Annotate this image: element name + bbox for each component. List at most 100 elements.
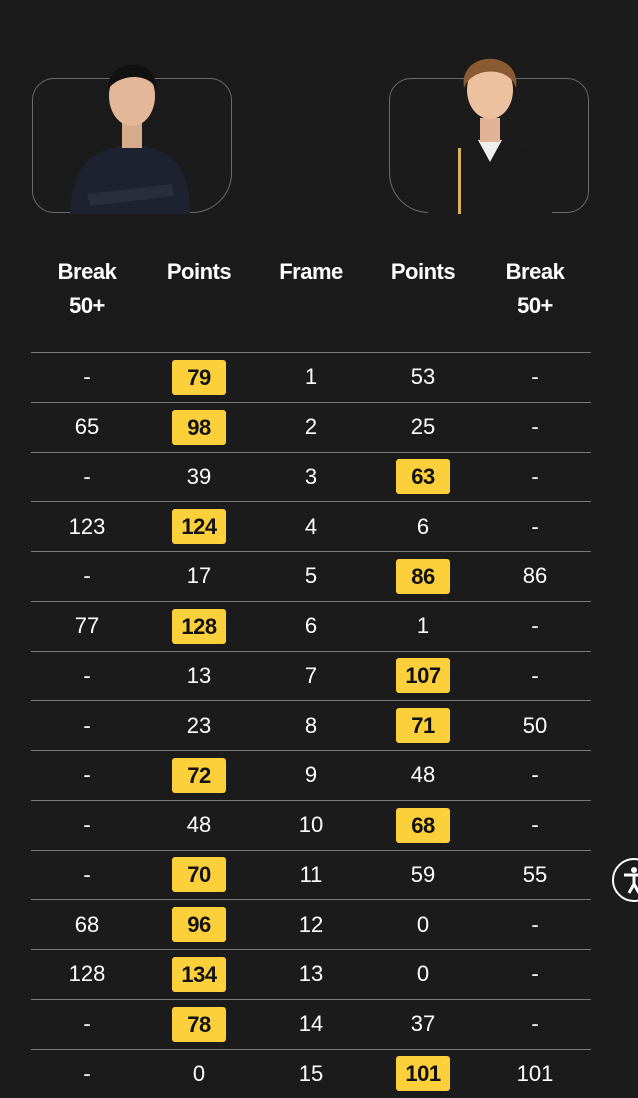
cell-value: 7 — [305, 663, 317, 688]
cell-value: 39 — [187, 464, 211, 489]
cell-value: 6 — [417, 514, 429, 539]
cell-break-left: 128 — [31, 961, 143, 987]
winner-badge: 63 — [396, 459, 450, 494]
player-photo-left — [62, 44, 202, 214]
cell-value: 3 — [305, 464, 317, 489]
cell-value: 68 — [75, 912, 99, 937]
cell-value: 86 — [523, 563, 547, 588]
winner-badge: 128 — [172, 609, 226, 644]
cell-frame: 15 — [255, 1061, 367, 1087]
cell-value: - — [531, 812, 538, 837]
table-row: - 39 3 63 - — [31, 452, 591, 502]
cell-break-left: - — [31, 762, 143, 788]
cell-points-right: 86 — [367, 559, 479, 594]
cell-points-left: 98 — [143, 410, 255, 445]
cell-points-right: 53 — [367, 364, 479, 390]
table-row: 65 98 2 25 - — [31, 402, 591, 452]
cell-value: - — [531, 613, 538, 638]
winner-badge: 70 — [172, 857, 226, 892]
cell-points-right: 68 — [367, 808, 479, 843]
cell-frame: 14 — [255, 1011, 367, 1037]
cell-value: 0 — [193, 1061, 205, 1086]
cell-break-left: 65 — [31, 414, 143, 440]
cell-points-left: 78 — [143, 1007, 255, 1042]
cell-value: 0 — [417, 912, 429, 937]
cell-break-right: 101 — [479, 1061, 591, 1087]
cell-value: - — [83, 762, 90, 787]
cell-value: - — [531, 663, 538, 688]
winner-badge: 107 — [396, 658, 450, 693]
header-points-left: Points — [143, 255, 255, 323]
cell-frame: 3 — [255, 464, 367, 490]
accessibility-button[interactable] — [612, 858, 638, 902]
cell-break-right: - — [479, 1011, 591, 1037]
cell-value: - — [83, 464, 90, 489]
cell-value: 2 — [305, 414, 317, 439]
cell-break-right: - — [479, 464, 591, 490]
cell-break-left: 123 — [31, 514, 143, 540]
cell-value: - — [83, 663, 90, 688]
cell-value: 65 — [75, 414, 99, 439]
cell-frame: 8 — [255, 713, 367, 739]
cell-value: 5 — [305, 563, 317, 588]
cell-points-left: 39 — [143, 464, 255, 490]
cell-break-left: - — [31, 663, 143, 689]
cell-break-right: - — [479, 414, 591, 440]
cell-value: - — [531, 414, 538, 439]
cell-break-right: - — [479, 812, 591, 838]
cell-frame: 6 — [255, 613, 367, 639]
table-row: - 48 10 68 - — [31, 800, 591, 850]
cell-value: 48 — [187, 812, 211, 837]
cell-value: 8 — [305, 713, 317, 738]
cell-value: - — [531, 762, 538, 787]
cell-break-right: - — [479, 613, 591, 639]
cell-value: 17 — [187, 563, 211, 588]
winner-badge: 134 — [172, 957, 226, 992]
cell-value: 128 — [69, 961, 106, 986]
cell-value: - — [531, 1011, 538, 1036]
cell-break-left: - — [31, 713, 143, 739]
winner-badge: 72 — [172, 758, 226, 793]
winner-badge: 68 — [396, 808, 450, 843]
header-frame: Frame — [255, 255, 367, 323]
cell-value: 6 — [305, 613, 317, 638]
winner-badge: 98 — [172, 410, 226, 445]
cell-value: 1 — [305, 364, 317, 389]
cell-frame: 11 — [255, 862, 367, 888]
winner-badge: 101 — [396, 1056, 450, 1091]
cell-break-right: - — [479, 961, 591, 987]
cell-break-left: 68 — [31, 912, 143, 938]
cell-value: 10 — [299, 812, 323, 837]
winner-badge: 71 — [396, 708, 450, 743]
winner-badge: 124 — [172, 509, 226, 544]
cell-break-left: - — [31, 1011, 143, 1037]
cell-value: 0 — [417, 961, 429, 986]
cell-points-left: 13 — [143, 663, 255, 689]
cell-value: 14 — [299, 1011, 323, 1036]
cell-points-right: 25 — [367, 414, 479, 440]
cell-value: 4 — [305, 514, 317, 539]
cell-points-left: 48 — [143, 812, 255, 838]
cell-value: 77 — [75, 613, 99, 638]
cell-value: - — [83, 713, 90, 738]
cell-value: 13 — [187, 663, 211, 688]
cell-break-right: - — [479, 663, 591, 689]
cell-points-right: 59 — [367, 862, 479, 888]
cell-frame: 2 — [255, 414, 367, 440]
cell-break-left: - — [31, 812, 143, 838]
winner-badge: 78 — [172, 1007, 226, 1042]
cell-value: - — [83, 812, 90, 837]
cell-value: 48 — [411, 762, 435, 787]
cell-points-left: 72 — [143, 758, 255, 793]
cell-points-right: 107 — [367, 658, 479, 693]
cell-points-right: 101 — [367, 1056, 479, 1091]
cell-value: - — [83, 1011, 90, 1036]
cell-break-right: - — [479, 364, 591, 390]
